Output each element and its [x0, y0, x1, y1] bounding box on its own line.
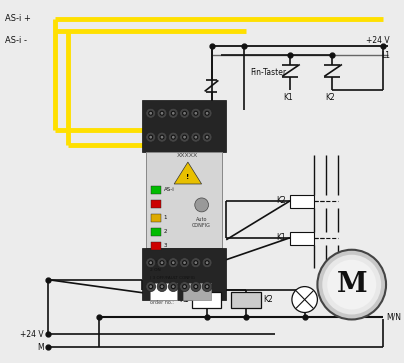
Bar	[151, 186, 160, 194]
Circle shape	[205, 285, 209, 289]
Circle shape	[202, 108, 212, 118]
Text: AS-i: AS-i	[164, 187, 174, 192]
Circle shape	[171, 261, 175, 265]
Circle shape	[183, 135, 187, 139]
Circle shape	[149, 135, 153, 139]
Circle shape	[149, 261, 153, 265]
Text: K2: K2	[276, 196, 286, 205]
Text: K2: K2	[325, 93, 335, 102]
Text: 3: 3	[164, 243, 167, 248]
Text: 2 ON: 2 ON	[150, 268, 160, 272]
Circle shape	[168, 282, 178, 291]
Bar	[151, 242, 160, 250]
Circle shape	[202, 282, 212, 291]
Circle shape	[205, 135, 209, 139]
Circle shape	[202, 258, 212, 268]
Text: +24 V: +24 V	[20, 330, 44, 339]
Bar	[151, 228, 160, 236]
Circle shape	[292, 287, 318, 313]
Circle shape	[183, 111, 187, 115]
Circle shape	[194, 285, 198, 289]
Text: XXXXX: XXXXX	[177, 153, 198, 158]
Bar	[151, 214, 160, 222]
Text: 1 READY: 1 READY	[150, 260, 168, 264]
Text: 2: 2	[164, 229, 167, 234]
Bar	[192, 291, 221, 307]
Polygon shape	[174, 162, 202, 184]
Circle shape	[327, 260, 376, 310]
Circle shape	[146, 132, 156, 142]
Circle shape	[157, 258, 167, 268]
Circle shape	[191, 282, 201, 291]
Circle shape	[183, 285, 187, 289]
Circle shape	[191, 108, 201, 118]
Text: H1: H1	[322, 295, 333, 304]
Bar	[146, 152, 222, 248]
Bar	[151, 200, 160, 208]
Circle shape	[171, 135, 175, 139]
Circle shape	[191, 132, 201, 142]
Text: Auto
CONFIG: Auto CONFIG	[192, 217, 211, 228]
Text: !: !	[186, 174, 189, 180]
Circle shape	[168, 132, 178, 142]
Text: AS-i +: AS-i +	[4, 14, 30, 23]
Bar	[290, 232, 314, 245]
Circle shape	[180, 282, 189, 291]
Circle shape	[157, 132, 167, 142]
Circle shape	[180, 258, 189, 268]
Bar	[150, 283, 177, 299]
Circle shape	[202, 132, 212, 142]
Text: +24 V: +24 V	[366, 36, 390, 45]
Text: M: M	[37, 343, 44, 352]
Circle shape	[160, 261, 164, 265]
Circle shape	[157, 108, 167, 118]
Circle shape	[146, 282, 156, 291]
Text: 1: 1	[164, 215, 167, 220]
Circle shape	[322, 255, 381, 314]
Circle shape	[194, 135, 198, 139]
Text: K1: K1	[283, 93, 293, 102]
Circle shape	[205, 261, 209, 265]
Circle shape	[160, 111, 164, 115]
Text: | 3 OFF/FAULT CONFIG: | 3 OFF/FAULT CONFIG	[150, 276, 195, 280]
Text: order no.:: order no.:	[150, 299, 174, 305]
Text: AS-i -: AS-i -	[4, 36, 27, 45]
Bar	[142, 100, 226, 152]
Circle shape	[195, 198, 208, 212]
Bar	[290, 195, 314, 208]
Bar	[231, 291, 261, 307]
Bar	[183, 283, 210, 299]
Text: L1: L1	[381, 51, 390, 60]
Text: Fin-Taster: Fin-Taster	[251, 69, 287, 77]
Circle shape	[146, 108, 156, 118]
Circle shape	[149, 285, 153, 289]
Circle shape	[318, 250, 386, 319]
Circle shape	[160, 285, 164, 289]
Circle shape	[180, 108, 189, 118]
Circle shape	[149, 111, 153, 115]
Circle shape	[168, 108, 178, 118]
Circle shape	[168, 258, 178, 268]
Text: M: M	[337, 271, 367, 298]
Circle shape	[205, 111, 209, 115]
Circle shape	[171, 285, 175, 289]
Circle shape	[171, 111, 175, 115]
Circle shape	[191, 258, 201, 268]
Circle shape	[194, 111, 198, 115]
Text: K1: K1	[276, 233, 286, 242]
Circle shape	[180, 132, 189, 142]
Text: K2: K2	[263, 295, 273, 304]
Bar	[142, 248, 226, 299]
Circle shape	[157, 282, 167, 291]
Circle shape	[146, 258, 156, 268]
Circle shape	[183, 261, 187, 265]
Circle shape	[194, 261, 198, 265]
Circle shape	[160, 135, 164, 139]
Text: M/N: M/N	[386, 313, 401, 322]
Text: K1: K1	[179, 295, 189, 304]
